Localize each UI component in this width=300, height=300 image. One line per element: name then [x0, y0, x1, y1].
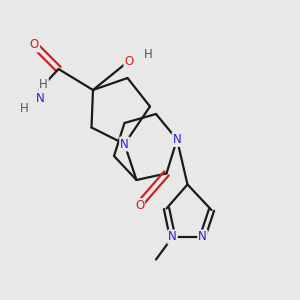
Text: N: N: [198, 230, 207, 244]
Text: N: N: [120, 137, 129, 151]
Text: O: O: [30, 38, 39, 52]
Text: H: H: [39, 78, 48, 91]
Text: H: H: [20, 102, 28, 115]
Text: H: H: [144, 48, 153, 62]
Text: N: N: [36, 92, 45, 105]
Text: O: O: [124, 55, 134, 68]
Text: N: N: [172, 133, 182, 146]
Text: O: O: [135, 199, 144, 212]
Text: N: N: [168, 230, 177, 244]
